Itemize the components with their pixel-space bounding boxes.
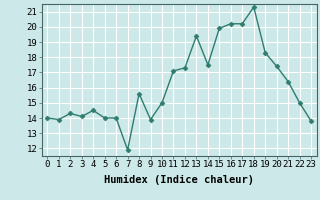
X-axis label: Humidex (Indice chaleur): Humidex (Indice chaleur)	[104, 175, 254, 185]
